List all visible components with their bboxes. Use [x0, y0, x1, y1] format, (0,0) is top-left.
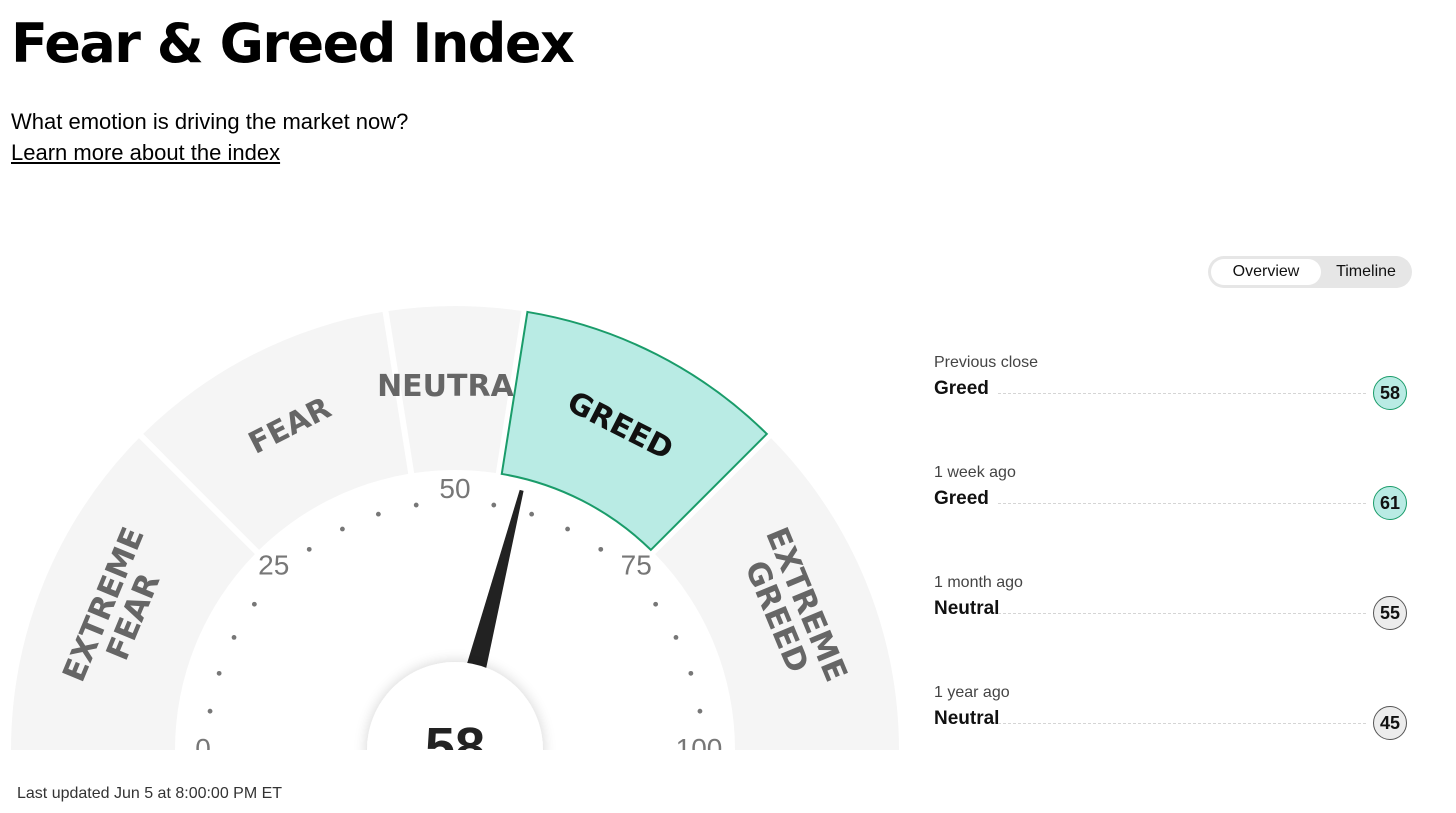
history-period: 1 year ago: [934, 684, 1010, 701]
history-score-badge: 55: [1373, 596, 1407, 630]
scale-tick-dot: [598, 546, 604, 552]
scale-tick-dot: [231, 635, 237, 640]
dashed-divider: [998, 393, 1366, 394]
zone-extreme-fear: [11, 438, 255, 750]
scale-tick-dot: [688, 670, 694, 676]
history-row-1-year: 1 year ago Neutral 45: [934, 682, 1410, 742]
history-period: 1 week ago: [934, 464, 1016, 481]
last-updated: Last updated Jun 5 at 8:00:00 PM ET: [17, 785, 283, 802]
scale-tick-dot: [697, 708, 703, 714]
history-score-badge: 61: [1373, 486, 1407, 520]
history-rating: Greed: [934, 488, 989, 509]
history-rating: Greed: [934, 378, 989, 399]
scale-label: 50: [439, 473, 470, 504]
history-score-badge: 58: [1373, 376, 1407, 410]
history-score-badge: 45: [1373, 706, 1407, 740]
scale-tick-dot: [565, 526, 570, 532]
view-toggle: Overview Timeline: [1208, 256, 1412, 288]
history-period: Previous close: [934, 354, 1039, 371]
scale-tick-dot: [673, 635, 679, 640]
zone-fear: [143, 311, 409, 550]
overview-tab[interactable]: Overview: [1211, 259, 1321, 285]
scale-label: 75: [621, 550, 652, 581]
history-rating: Neutral: [934, 708, 1000, 729]
zone-greed: [500, 310, 769, 552]
dashed-divider: [998, 613, 1366, 614]
gauge-needle: [459, 489, 524, 695]
scale-tick-dot: [491, 502, 497, 508]
scale-tick-dot: [653, 601, 659, 607]
page-title: Fear & Greed Index: [11, 12, 575, 75]
zone-neutral: [388, 306, 522, 473]
scale-tick-dot: [375, 511, 381, 517]
scale-tick-dot: [207, 708, 213, 714]
zone-extreme-greed: [655, 438, 899, 750]
timeline-tab[interactable]: Timeline: [1336, 263, 1396, 280]
scale-tick-dot: [251, 601, 257, 607]
history-row-1-month: 1 month ago Neutral 55: [934, 572, 1410, 632]
scale-tick-dot: [216, 670, 222, 676]
zone-label: NEUTRAL: [377, 369, 533, 404]
scale-tick-dot: [413, 502, 419, 508]
history-row-1-week: 1 week ago Greed 61: [934, 462, 1410, 522]
dashed-divider: [998, 503, 1366, 504]
page-subtitle: What emotion is driving the market now?: [11, 109, 409, 134]
learn-more-link[interactable]: Learn more about the index: [11, 140, 281, 165]
history-period: 1 month ago: [934, 574, 1023, 591]
history-row-previous-close: Previous close Greed 58: [934, 352, 1410, 412]
scale-tick-dot: [529, 511, 535, 517]
scale-tick-dot: [306, 546, 312, 552]
zone-label-line: NEUTRAL: [377, 369, 533, 404]
dashed-divider: [998, 723, 1366, 724]
scale-label: 25: [258, 550, 289, 581]
scale-tick-dot: [340, 526, 345, 532]
gauge-hub-bottom: [367, 750, 543, 780]
history-rating: Neutral: [934, 598, 1000, 619]
